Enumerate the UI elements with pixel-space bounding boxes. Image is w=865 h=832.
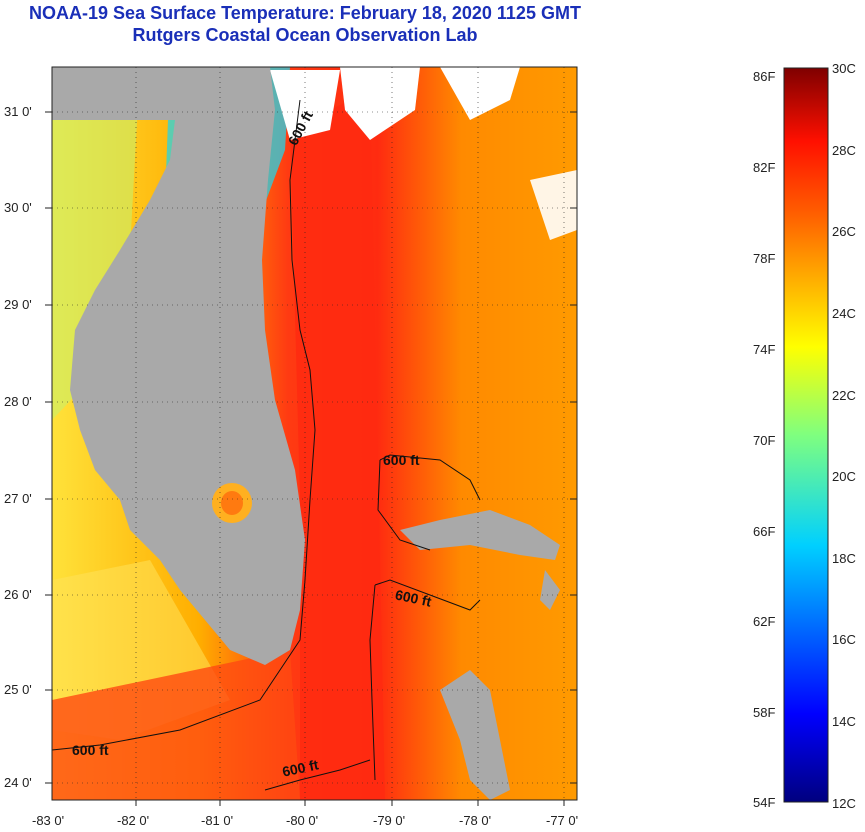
lat-label-27: 27 0' [4, 491, 32, 506]
lon-label-82: -82 0' [117, 813, 150, 828]
title-line-2: Rutgers Coastal Ocean Observation Lab [132, 25, 478, 45]
lat-label-24: 24 0' [4, 775, 32, 790]
colorbar-c-16: 16C [832, 632, 856, 647]
colorbar-c-22: 22C [832, 388, 856, 403]
lat-label-29: 29 0' [4, 297, 32, 312]
colorbar-f-58: 58F [753, 705, 776, 720]
colorbar-c-18: 18C [832, 551, 856, 566]
lon-label-81: -81 0' [201, 813, 234, 828]
map-frame [51, 66, 578, 801]
colorbar-c-14: 14C [832, 714, 856, 729]
colorbar-c-28: 28C [832, 143, 856, 158]
lat-label-30: 30 0' [4, 200, 32, 215]
colorbar-f-62: 62F [753, 614, 776, 629]
lat-label-26: 26 0' [4, 587, 32, 602]
andros-island [440, 670, 510, 800]
lat-label-31: 31 0' [4, 104, 32, 119]
warm-band-south [52, 650, 300, 800]
contour-label-bahamas-north: 600 ft [383, 452, 420, 468]
cloud-2 [440, 67, 520, 120]
colorbar-f-86: 86F [753, 69, 776, 84]
contour-line-south [264, 759, 371, 791]
graticule [52, 67, 577, 800]
lon-label-83: -83 0' [32, 813, 65, 828]
colorbar-c-26: 26C [832, 224, 856, 239]
colorbar-c-30: 30C [832, 61, 856, 76]
colorbar-c-20: 20C [832, 469, 856, 484]
colorbar-f-82: 82F [753, 160, 776, 175]
colorbar-c-24: 24C [832, 306, 856, 321]
lake-okeechobee-core [221, 491, 243, 515]
colorbar [783, 67, 829, 803]
cloud-3 [270, 70, 340, 140]
colorbar-f-66: 66F [753, 524, 776, 539]
colorbar-f-74: 74F [753, 342, 776, 357]
title-line-1: NOAA-19 Sea Surface Temperature: Februar… [29, 3, 581, 23]
lat-label-25: 25 0' [4, 682, 32, 697]
lon-label-78: -78 0' [459, 813, 492, 828]
small-bahama-island [540, 570, 560, 610]
lon-label-77: -77 0' [546, 813, 579, 828]
cloud-4 [530, 170, 577, 240]
contour-line-bahamas-north [377, 454, 481, 551]
gulf-stream [290, 90, 385, 800]
contour-line-bahamas-south [369, 579, 481, 781]
grand-bahama [400, 510, 560, 560]
contour-line-florida [52, 99, 316, 751]
map-ticks [45, 111, 577, 806]
gulf-cool-water [52, 67, 140, 420]
colorbar-c-12: 12C [832, 796, 856, 811]
lat-label-28: 28 0' [4, 394, 32, 409]
cloud-1 [340, 67, 420, 140]
colorbar-f-70: 70F [753, 433, 776, 448]
lon-label-79: -79 0' [373, 813, 406, 828]
contour-label-southwest: 600 ft [72, 742, 109, 758]
colorbar-f-54: 54F [753, 795, 776, 810]
lon-label-80: -80 0' [286, 813, 319, 828]
colorbar-f-78: 78F [753, 251, 776, 266]
